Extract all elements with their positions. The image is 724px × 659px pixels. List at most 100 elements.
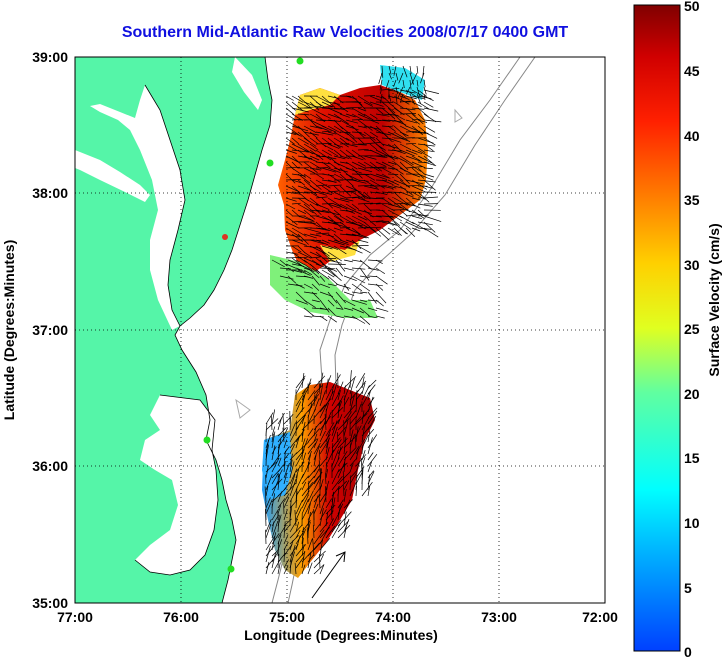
velocity-vector <box>271 433 274 443</box>
velocity-vector <box>339 215 354 225</box>
velocity-vector <box>285 125 300 136</box>
velocity-vector <box>324 472 327 485</box>
velocity-vector <box>295 441 309 455</box>
velocity-vector <box>343 480 350 491</box>
velocity-vector <box>363 221 377 233</box>
velocity-vector <box>380 86 383 94</box>
velocity-vector <box>349 475 352 491</box>
velocity-vector <box>271 445 276 461</box>
velocity-vector <box>381 203 395 212</box>
velocity-vector <box>325 429 332 443</box>
velocity-vector <box>321 227 331 232</box>
velocity-vector <box>265 561 270 575</box>
velocity-vector <box>423 137 436 146</box>
velocity-vector <box>351 315 366 324</box>
velocity-vector <box>285 137 295 145</box>
velocity-vector <box>265 509 267 527</box>
velocity-vector <box>381 173 391 179</box>
velocity-vector <box>381 209 394 221</box>
velocity-vector <box>411 203 421 209</box>
velocity-vector <box>325 388 332 401</box>
velocity-vector <box>285 113 297 121</box>
velocity-vector <box>277 457 282 467</box>
velocity-vector <box>303 173 312 180</box>
velocity-vector <box>315 149 332 161</box>
velocity-vector <box>303 263 313 271</box>
velocity-vector <box>301 481 307 491</box>
velocity-vector <box>327 197 343 208</box>
velocity-vector <box>327 143 340 149</box>
y-axis-ticks: 39:00 38:00 37:00 36:00 35:00 <box>32 49 68 611</box>
velocity-vector <box>333 233 342 241</box>
velocity-vector <box>331 457 340 473</box>
velocity-vector <box>375 155 388 159</box>
velocity-vector <box>351 196 366 199</box>
velocity-vector <box>349 395 355 413</box>
velocity-vector <box>289 417 291 431</box>
velocity-vector <box>393 227 402 236</box>
velocity-vector <box>307 511 314 521</box>
velocity-vector <box>339 233 357 237</box>
velocity-vector <box>265 497 271 509</box>
velocity-vector <box>409 93 415 105</box>
velocity-vector <box>375 173 390 179</box>
velocity-vector <box>303 251 313 259</box>
velocity-vector <box>355 397 358 413</box>
velocity-vector <box>369 166 387 169</box>
velocity-vector <box>307 538 313 551</box>
velocity-vector <box>359 267 370 281</box>
velocity-vector <box>307 465 319 479</box>
velocity-vector <box>381 125 393 128</box>
velocity-vector <box>279 259 288 267</box>
velocity-vector <box>367 389 372 401</box>
velocity-vector <box>339 227 351 229</box>
velocity-vector <box>327 173 341 183</box>
velocity-vector <box>399 173 410 185</box>
velocity-vector <box>381 227 391 235</box>
velocity-vector <box>315 125 329 131</box>
velocity-vector <box>416 65 419 74</box>
velocity-vector <box>343 511 347 527</box>
velocity-vector <box>343 376 357 389</box>
velocity-vector <box>337 499 344 509</box>
velocity-vector <box>271 259 285 268</box>
velocity-vector <box>295 491 298 509</box>
velocity-vector <box>335 275 342 281</box>
velocity-vector <box>343 267 354 271</box>
velocity-vector <box>395 86 398 95</box>
velocity-vector <box>387 143 396 150</box>
velocity-vector <box>393 155 407 163</box>
velocity-vector <box>337 446 342 461</box>
velocity-vector <box>291 107 309 113</box>
velocity-vector <box>319 440 329 455</box>
velocity-vector <box>411 149 423 155</box>
velocity-vector <box>309 179 322 190</box>
velocity-vector <box>283 534 289 545</box>
velocity-vector <box>325 468 329 479</box>
velocity-vector <box>411 89 425 98</box>
velocity-vector <box>330 505 333 521</box>
colorbar-tick-label: 15 <box>684 450 700 466</box>
velocity-vector <box>351 299 367 305</box>
velocity-vector <box>333 173 344 179</box>
velocity-vector <box>369 173 388 180</box>
velocity-vector <box>331 443 334 461</box>
velocity-vector <box>285 131 296 135</box>
y-tick-label: 39:00 <box>32 49 68 65</box>
velocity-vector <box>307 393 320 407</box>
velocity-vector <box>289 453 293 467</box>
velocity-vector <box>303 299 316 308</box>
velocity-vector <box>271 468 281 479</box>
velocity-vector <box>375 107 383 114</box>
velocity-vector <box>327 233 340 243</box>
velocity-vector <box>291 173 306 177</box>
velocity-vector <box>349 481 357 497</box>
velocity-vector <box>319 539 323 557</box>
velocity-vector <box>313 529 325 545</box>
velocity-vector <box>307 428 314 437</box>
velocity-vector <box>315 245 330 257</box>
velocity-vector <box>313 445 320 461</box>
velocity-vector <box>313 468 320 479</box>
velocity-vector <box>355 373 366 389</box>
velocity-vector <box>359 291 368 294</box>
